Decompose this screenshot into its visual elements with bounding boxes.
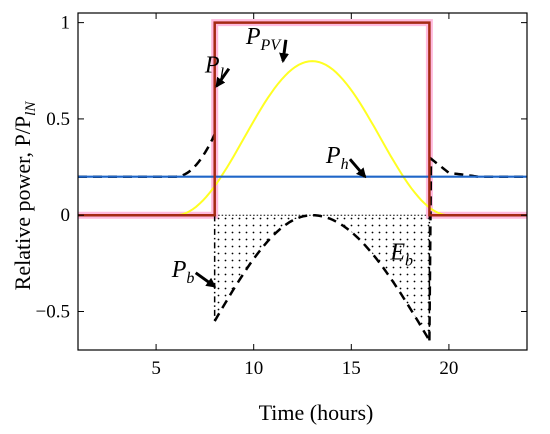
annotation-label-Pb: Pb	[171, 257, 195, 287]
annotation-arrow	[215, 67, 231, 88]
series-Pb-day	[213, 213, 431, 342]
annotation-base: P	[204, 53, 220, 79]
plot-frame	[77, 12, 528, 351]
annotation-Pb: Pb	[171, 257, 217, 288]
annotation-label-Eb: Eb	[389, 239, 413, 269]
y-tick-label: 1	[61, 13, 71, 34]
y-axis-title: Relative power, P/PlN	[10, 101, 39, 291]
annotation-Eb: Eb	[389, 239, 413, 269]
x-tick-label: 20	[439, 358, 458, 379]
annotation-subscript: h	[341, 156, 349, 173]
y-axis-title-text: Relative power, P/P	[10, 116, 35, 291]
y-tick-label: −0.5	[36, 301, 70, 322]
annotation-base: P	[325, 143, 341, 169]
annotation-arrow	[279, 39, 290, 64]
annotation-label-Pl: Pl	[204, 53, 225, 83]
annotation-subscript: b	[405, 252, 413, 269]
annotation-label-Ph: Ph	[325, 143, 349, 173]
series-Pb-morning	[78, 133, 216, 178]
series-PPV	[78, 60, 527, 217]
annotation-subscript: PV	[260, 37, 283, 54]
annotation-PPV: PPV	[245, 24, 290, 64]
annotation-base: E	[389, 239, 405, 265]
annotation-arrow	[194, 271, 217, 288]
annotation-base: P	[171, 257, 187, 283]
x-tick-label: 5	[151, 358, 161, 379]
annotation-Pl: Pl	[204, 53, 231, 88]
x-tick-label: 10	[244, 358, 263, 379]
annotation-base: P	[245, 24, 261, 50]
series-Pl	[78, 21, 527, 217]
y-tick-label: 0	[61, 205, 71, 226]
annotation-Ph: Ph	[325, 143, 367, 179]
x-axis-title: Time (hours)	[259, 400, 374, 425]
annotation-subscript: b	[186, 270, 194, 287]
energy-region-Eb	[214, 215, 430, 341]
annotation-arrow	[348, 158, 367, 179]
x-tick-label: 15	[342, 358, 361, 379]
series-Pb-evening	[428, 156, 527, 341]
series-Pl-halo	[78, 19, 527, 219]
y-axis-title-group: Relative power, P/PlN	[10, 101, 39, 291]
y-tick-label: 0.5	[46, 109, 70, 130]
y-axis-title-subscript: lN	[23, 101, 39, 116]
axes: 5 10 15 20 −0.5 0 0.5 1	[36, 12, 528, 379]
annotation-label-PPV: PPV	[245, 24, 282, 54]
plot-area	[78, 19, 527, 342]
annotation-subscript: l	[220, 66, 225, 83]
